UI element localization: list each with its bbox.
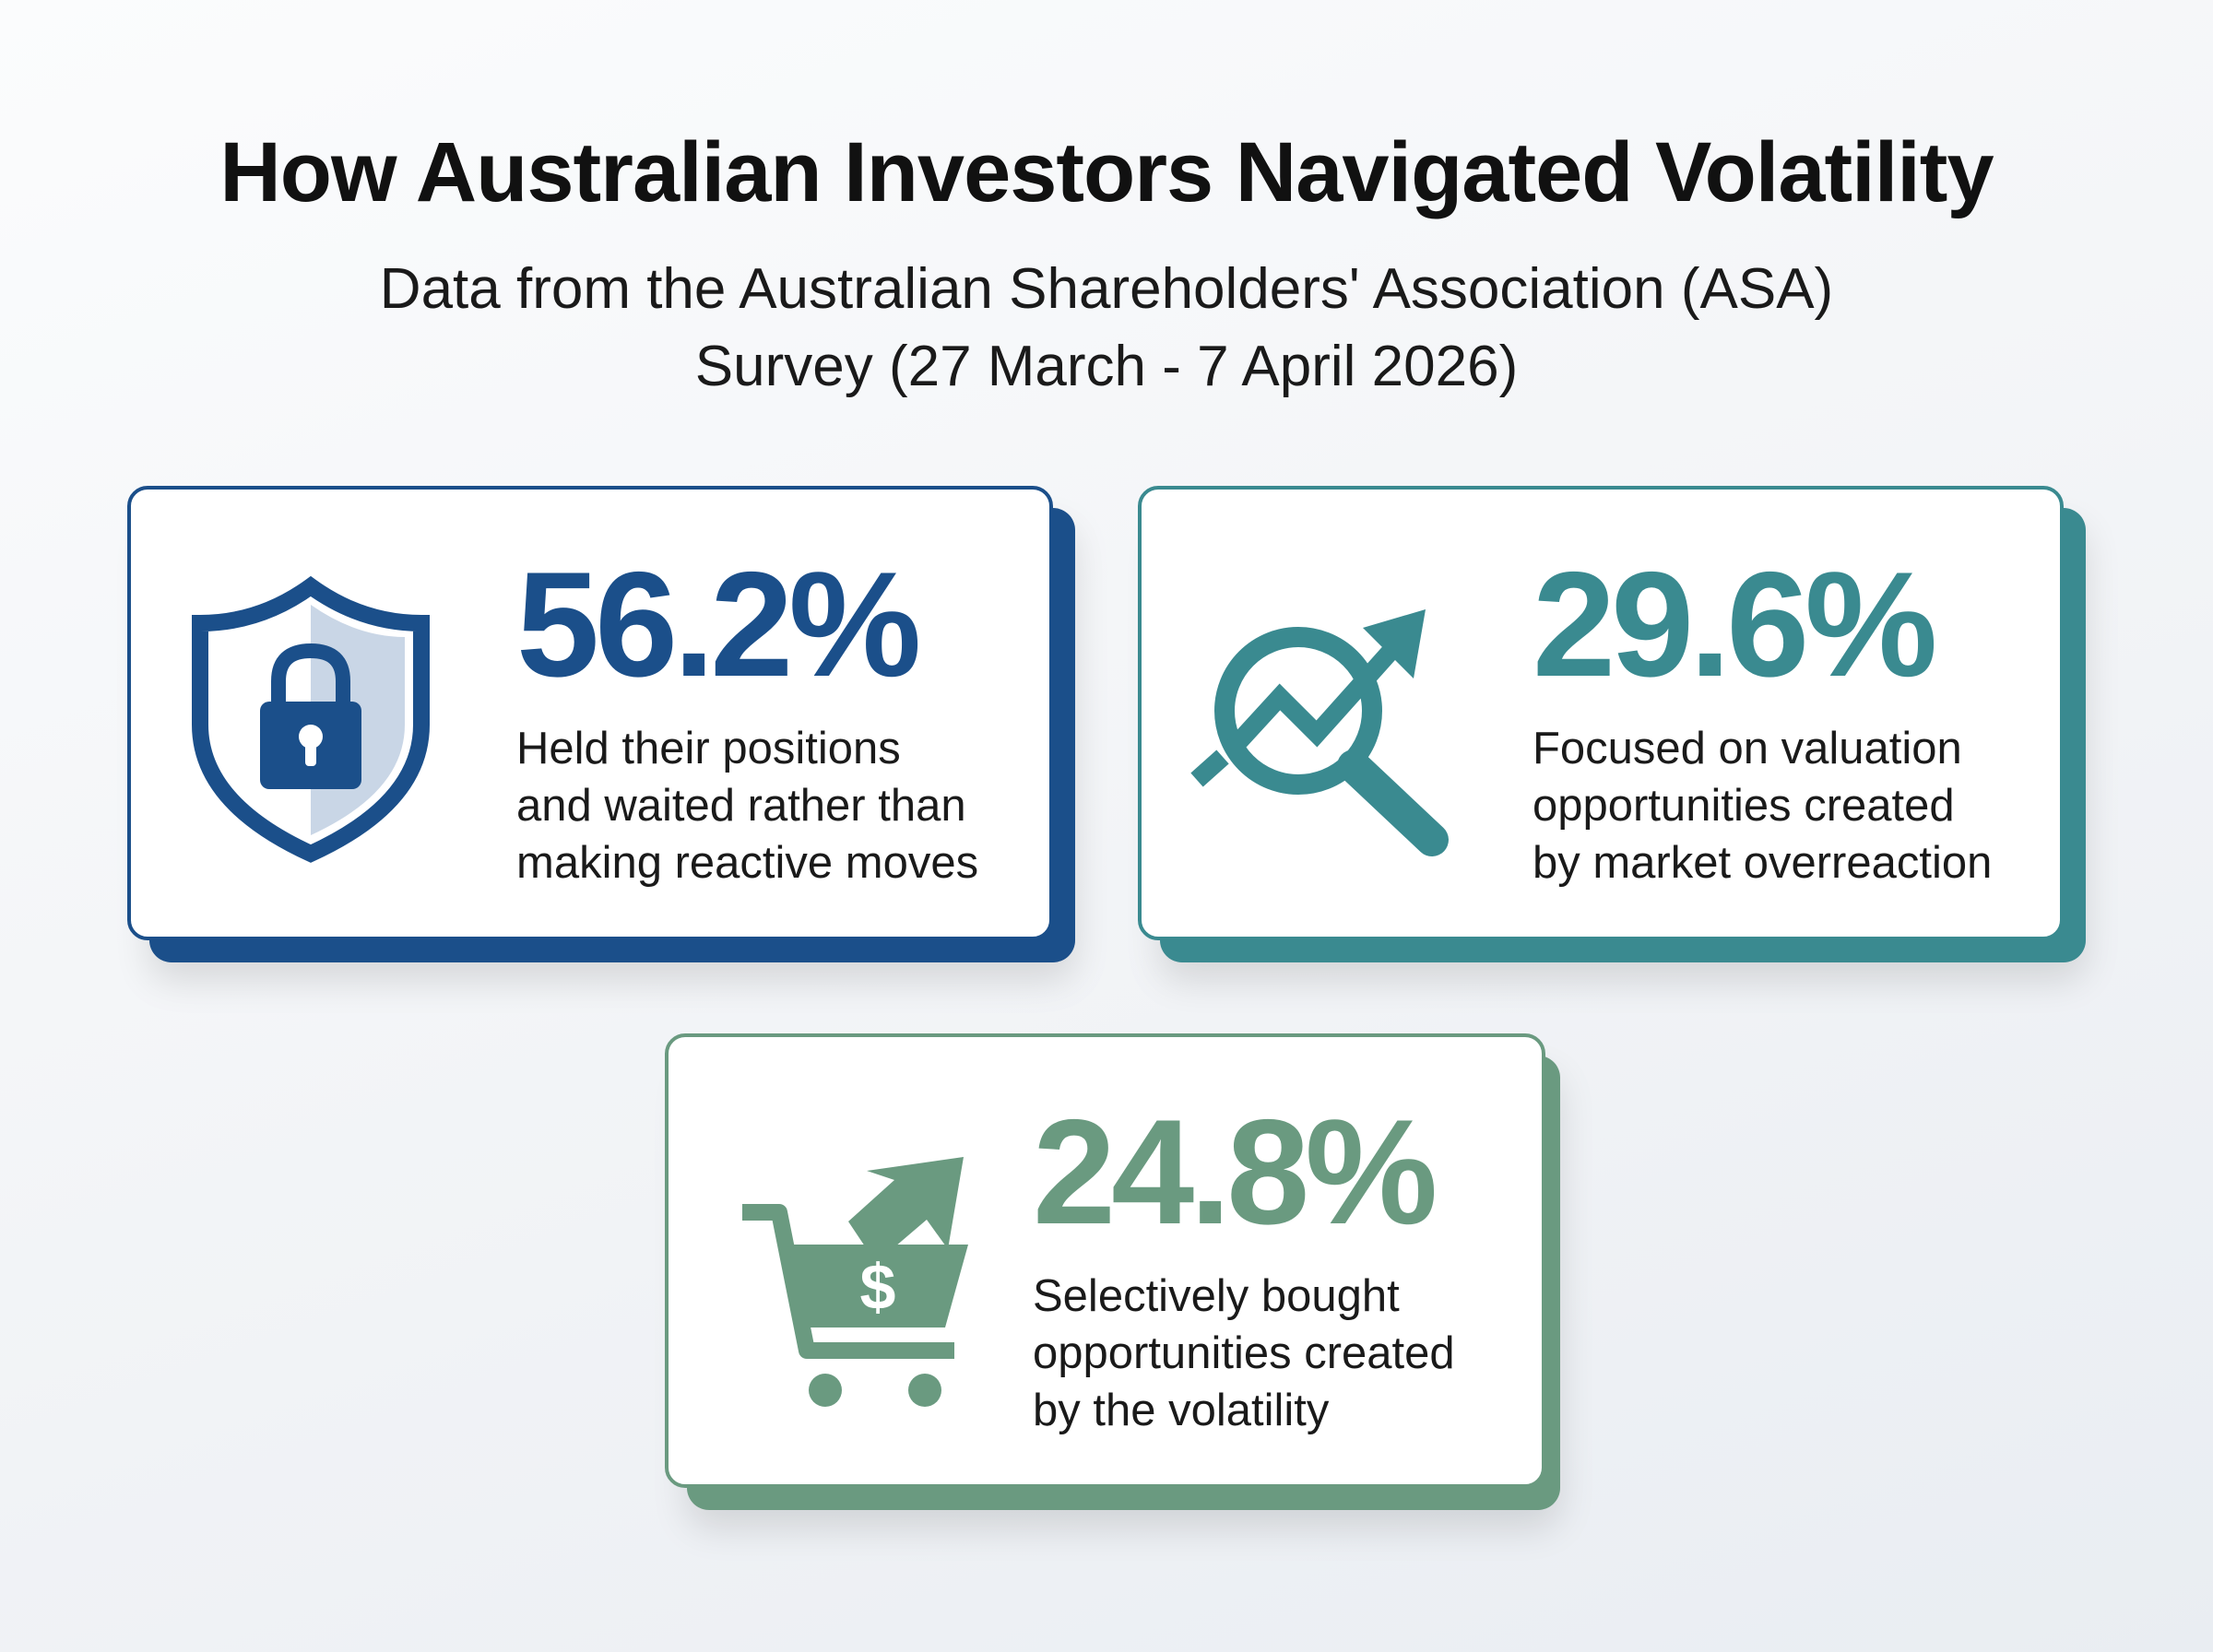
card-face: 29.6% Focused on valuation opportunities… [1138,486,2064,940]
stat-card: 29.6% Focused on valuation opportunities… [1138,486,2086,962]
stat-card: $ 24.8% Selectively bought opportunities… [665,1033,1560,1510]
subtitle-line: Survey (27 March - 7 April 2026) [694,335,1519,398]
description-line: opportunities created [1033,1328,1455,1378]
svg-text:$: $ [860,1251,896,1323]
description-line: and waited rather than [516,781,966,831]
shield-icon [192,575,430,863]
stat-card: 56.2% Held their positions and waited ra… [127,486,1075,962]
stat-value: 24.8% [1033,1089,1438,1256]
stat-description: Held their positions and waited rather t… [516,720,978,891]
cart-icon: $ [742,1157,968,1407]
card-face: 56.2% Held their positions and waited ra… [127,486,1053,940]
card-face: $ 24.8% Selectively bought opportunities… [665,1033,1545,1488]
description-line: Held their positions [516,724,901,773]
description-line: Focused on valuation [1533,724,1962,773]
stat-value: 29.6% [1533,541,1937,708]
description-line: by market overreaction [1533,838,1993,888]
description-line: making reactive moves [516,838,979,888]
description-line: Selectively bought [1033,1271,1400,1321]
title: How Australian Investors Navigated Volat… [219,125,1994,219]
magnifier-icon [1190,609,1449,856]
stat-description: Selectively bought opportunities created… [1033,1268,1455,1439]
description-line: opportunities created [1533,781,1955,831]
subtitle: Data from the Australian Shareholders' A… [0,251,2213,406]
stat-value: 56.2% [516,541,921,708]
description-line: by the volatility [1033,1386,1330,1435]
subtitle-line: Data from the Australian Shareholders' A… [379,257,1834,321]
stat-description: Focused on valuation opportunities creat… [1533,720,1992,891]
